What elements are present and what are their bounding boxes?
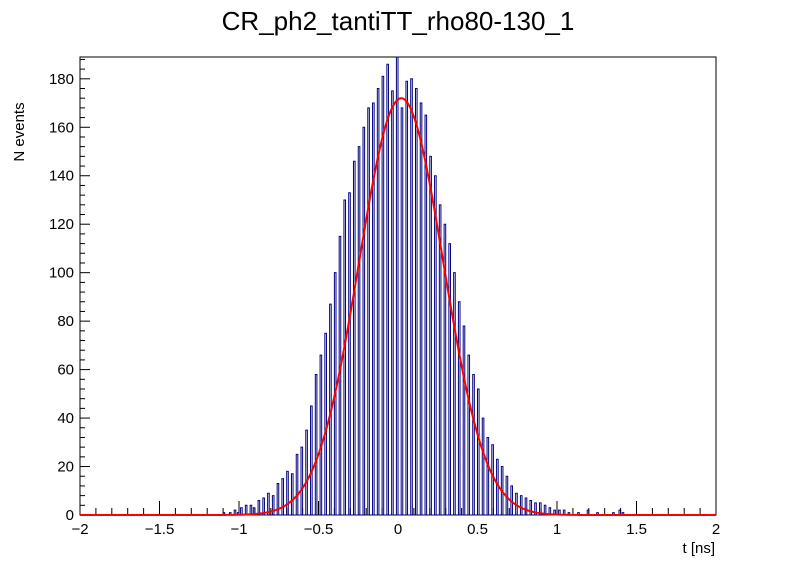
x-tick-label: −1 bbox=[230, 521, 247, 538]
x-tick-label: 0.5 bbox=[467, 521, 488, 538]
x-tick-label: 1 bbox=[553, 521, 561, 538]
x-axis: −2 −1.5 −1 −0.5 0 0.5 1 1.5 2 bbox=[71, 501, 720, 538]
x-tick-label: 1.5 bbox=[626, 521, 647, 538]
y-tick-label: 80 bbox=[57, 313, 74, 330]
y-tick-label: 20 bbox=[57, 459, 74, 476]
y-tick-label: 120 bbox=[49, 216, 74, 233]
x-tick-label: 0 bbox=[394, 521, 402, 538]
x-tick-label: −1.5 bbox=[145, 521, 175, 538]
x-tick-label: −2 bbox=[71, 521, 88, 538]
histogram-series bbox=[80, 56, 716, 516]
y-tick-label: 60 bbox=[57, 362, 74, 379]
y-tick-label: 160 bbox=[49, 119, 74, 136]
y-axis-label: N events bbox=[11, 102, 28, 161]
histogram-line bbox=[80, 56, 716, 516]
fit-curve bbox=[80, 97, 716, 516]
y-tick-label: 180 bbox=[49, 71, 74, 88]
fit-series bbox=[80, 97, 716, 516]
chart-title: CR_ph2_tantiTT_rho80-130_1 bbox=[222, 6, 575, 36]
y-axis: 0 20 40 60 80 100 120 140 160 180 bbox=[49, 58, 90, 524]
y-tick-label: 140 bbox=[49, 168, 74, 185]
y-tick-label: 100 bbox=[49, 265, 74, 282]
y-tick-label: 40 bbox=[57, 410, 74, 427]
x-tick-label: 2 bbox=[712, 521, 720, 538]
y-tick-label: 0 bbox=[66, 507, 74, 524]
x-tick-label: −0.5 bbox=[304, 521, 334, 538]
x-axis-label: t [ns] bbox=[682, 540, 715, 557]
